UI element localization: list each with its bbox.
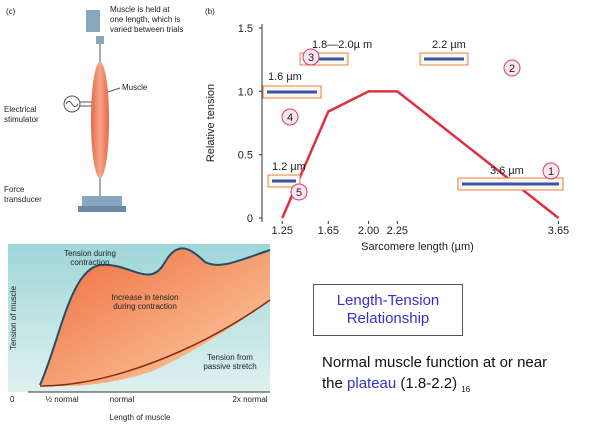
step-number: 4 (287, 112, 293, 124)
leader (108, 88, 120, 92)
y-tick-label: 0.5 (238, 150, 253, 162)
page-number: 16 (461, 385, 470, 394)
y-axis-label: Relative tension (205, 84, 217, 162)
label-line: Tension during (64, 249, 116, 258)
note-line: one length, which is (110, 15, 180, 24)
annotation: 1.8—2.0µ m (312, 39, 372, 51)
label-line: Force (4, 185, 25, 194)
step-number: 2 (509, 63, 515, 75)
x-label: Length of muscle (110, 413, 171, 422)
half-label: ½ normal (45, 395, 79, 404)
label-line: Increase in tension (111, 293, 178, 302)
text-box: Length-Tension Relationship (313, 284, 463, 336)
chart: (b) 0 0.5 1.0 1.5 1.25 1.65 2.00 2.25 3.65 Sarcome… (205, 7, 569, 253)
step-number: 1 (548, 166, 554, 178)
annotation: 2.2 µm (432, 39, 466, 51)
y-tick-label: 0 (247, 213, 253, 225)
label-line: Tension from (207, 353, 253, 362)
x-axis-label: Sarcomere length (µm) (361, 241, 474, 253)
slide: (c) Muscle is held at one length, which … (0, 0, 589, 430)
x-tick-label: 3.65 (548, 225, 569, 237)
note-range: (1.8-2.2) (400, 375, 457, 392)
note-line: varied between trials (110, 25, 183, 34)
y-label: Tension of muscle (9, 285, 18, 350)
x-tick-label: 2.00 (358, 225, 379, 237)
x-tick-label: 1.25 (272, 225, 293, 237)
y-tick-label: 1.0 (238, 86, 253, 98)
x-tick-label: 2.25 (387, 225, 408, 237)
panel-label: (b) (205, 7, 215, 16)
step-number: 5 (296, 187, 302, 199)
x-tick-label: 1.65 (318, 225, 339, 237)
muscle-label: Muscle (122, 83, 148, 92)
annotation: 1.2 µm (272, 161, 306, 173)
transducer (78, 206, 126, 212)
stimulator-wave (66, 102, 78, 107)
label-line: during contraction (113, 302, 177, 311)
label-line: contraction (70, 258, 109, 267)
note: Normal muscle function at or near the pl… (322, 352, 562, 400)
annotation: 1.6 µm (268, 71, 302, 83)
double-label: 2x normal (232, 395, 267, 404)
zero-label: 0 (10, 395, 15, 404)
label-line: Electrical (4, 105, 37, 114)
clamp (86, 10, 100, 32)
clamp (96, 36, 104, 44)
annotation: 3.6 µm (490, 165, 524, 177)
label-line: transducer (4, 195, 42, 204)
panel-label: (c) (6, 7, 16, 16)
label-line: passive stretch (203, 362, 256, 371)
transducer (82, 196, 122, 206)
note-line: Muscle is held at (110, 5, 170, 14)
normal-label: normal (110, 395, 135, 404)
label-line: stimulator (4, 115, 39, 124)
y-tick-label: 1.5 (238, 23, 253, 35)
step-number: 3 (308, 52, 314, 64)
muscle (91, 62, 109, 178)
note-held: Muscle is held at one length, which is v… (110, 5, 183, 34)
tension-line (282, 91, 558, 218)
highlight[interactable]: plateau (347, 375, 396, 392)
